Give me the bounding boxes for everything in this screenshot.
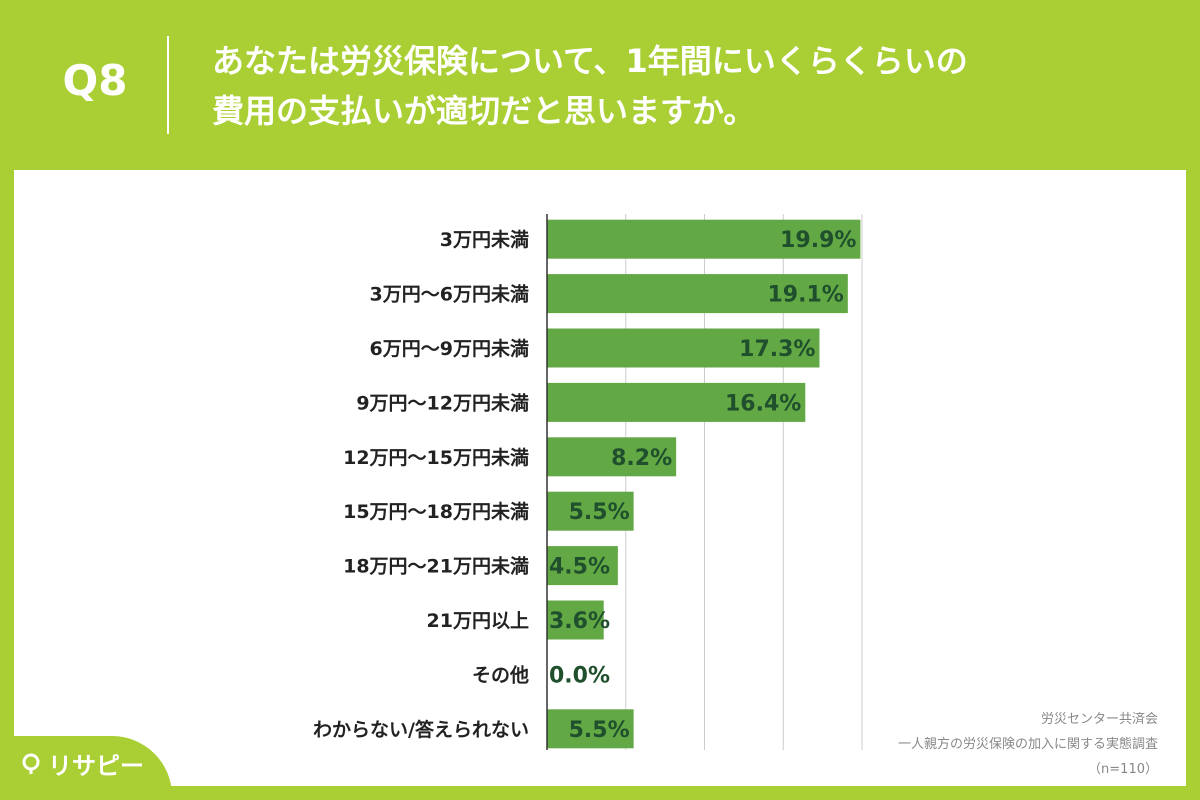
bar-chart: 3万円未満 19.9% 3万円〜6万円未満 19.1% 6万円〜9万円未満 17.3% 9万… — [313, 214, 863, 750]
category-label: 21万円以上 — [427, 610, 529, 632]
bar — [547, 709, 634, 749]
chart-panel: 3万円未満 19.9% 3万円〜6万円未満 19.1% 6万円〜9万円未満 17.3% 9万… — [14, 170, 1186, 786]
question-title: あなたは労災保険について、1年間にいくらくらいの 費用の支払いが適切だと思います… — [212, 36, 1172, 136]
bar — [547, 219, 861, 259]
category-label: その他 — [472, 663, 529, 686]
brand-logo-text: リサピー — [48, 752, 144, 780]
footnote-survey: 一人親方の労災保険の加入に関する実態調査 — [897, 737, 1158, 752]
header: Q8 あなたは労災保険について、1年間にいくらくらいの 費用の支払いが適切だと思… — [0, 0, 1200, 170]
category-label: 15万円〜18万円未満 — [343, 500, 529, 523]
bar — [547, 382, 806, 422]
bar — [547, 546, 618, 586]
value-label: 0.0% — [549, 663, 610, 688]
bar — [547, 274, 848, 314]
question-title-line2: 費用の支払いが適切だと思いますか。 — [212, 92, 756, 130]
footnote-sample: （n=110） — [1088, 762, 1158, 777]
category-label: 3万円〜6万円未満 — [370, 283, 529, 306]
value-label: 5.5% — [569, 500, 630, 525]
bar — [547, 328, 820, 368]
category-label: 9万円〜12万円未満 — [356, 391, 529, 414]
brand-logo: リサピー — [20, 746, 144, 781]
category-label: 3万円未満 — [440, 228, 529, 251]
category-label: わからない/答えられない — [313, 718, 529, 741]
header-divider — [167, 36, 169, 134]
bar — [547, 491, 634, 531]
value-label: 16.4% — [725, 391, 801, 416]
value-label: 19.1% — [767, 283, 843, 308]
question-number: Q8 — [62, 56, 128, 105]
category-label: 6万円〜9万円未満 — [370, 337, 529, 360]
question-title-line1: あなたは労災保険について、1年間にいくらくらいの — [212, 42, 968, 80]
bar — [547, 600, 604, 640]
bar — [547, 437, 677, 477]
value-label: 8.2% — [611, 446, 672, 471]
category-label: 12万円〜15万円未満 — [343, 446, 529, 469]
value-label: 17.3% — [739, 337, 815, 362]
value-label: 19.9% — [780, 228, 856, 253]
value-label: 5.5% — [569, 718, 630, 743]
category-label: 18万円〜21万円未満 — [343, 555, 529, 578]
footnote-source: 労災センター共済会 — [1040, 712, 1158, 727]
pin-icon — [22, 753, 40, 774]
value-label: 3.6% — [549, 609, 610, 634]
value-label: 4.5% — [549, 555, 610, 580]
